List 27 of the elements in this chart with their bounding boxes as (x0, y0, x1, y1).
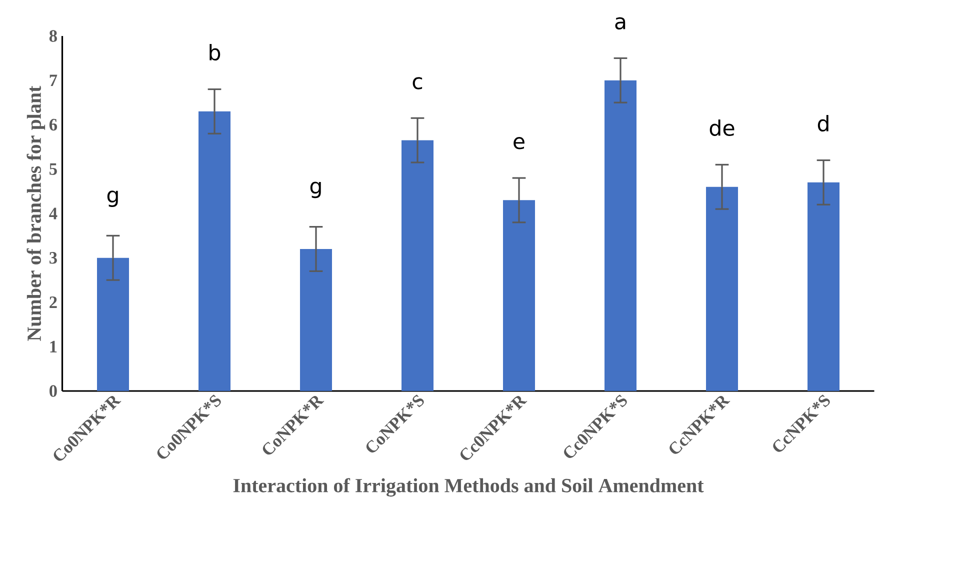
annotation: g (310, 182, 321, 198)
bar (604, 80, 637, 391)
y-tick-label: 4 (49, 208, 58, 220)
bar (808, 182, 840, 391)
y-tick-label: 6 (49, 118, 58, 131)
annotation: c (412, 77, 422, 90)
y-tick-label: 7 (50, 74, 58, 86)
annotation: d (818, 115, 828, 132)
y-tick-label: 3 (50, 252, 57, 264)
x-axis-title: Interaction of Irrigation Methods and Soil Amendment (233, 478, 704, 497)
y-tick-label: 2 (50, 296, 57, 308)
annotation: e (514, 137, 524, 150)
y-tick-label: 5 (50, 163, 57, 175)
y-tick-label: 0 (50, 385, 57, 397)
annotation: a (615, 17, 626, 30)
y-tick-label: 8 (49, 30, 57, 42)
bar (300, 249, 332, 391)
annotation: g (107, 190, 118, 207)
annotation: de (710, 119, 734, 136)
bar (706, 186, 738, 391)
annotation: b (210, 44, 220, 61)
bar (97, 258, 130, 391)
y-axis-title: Number of branches for plant (26, 86, 46, 341)
y-tick-label: 1 (50, 340, 57, 352)
bar (503, 200, 536, 391)
bar (402, 140, 434, 391)
bar (198, 111, 230, 391)
